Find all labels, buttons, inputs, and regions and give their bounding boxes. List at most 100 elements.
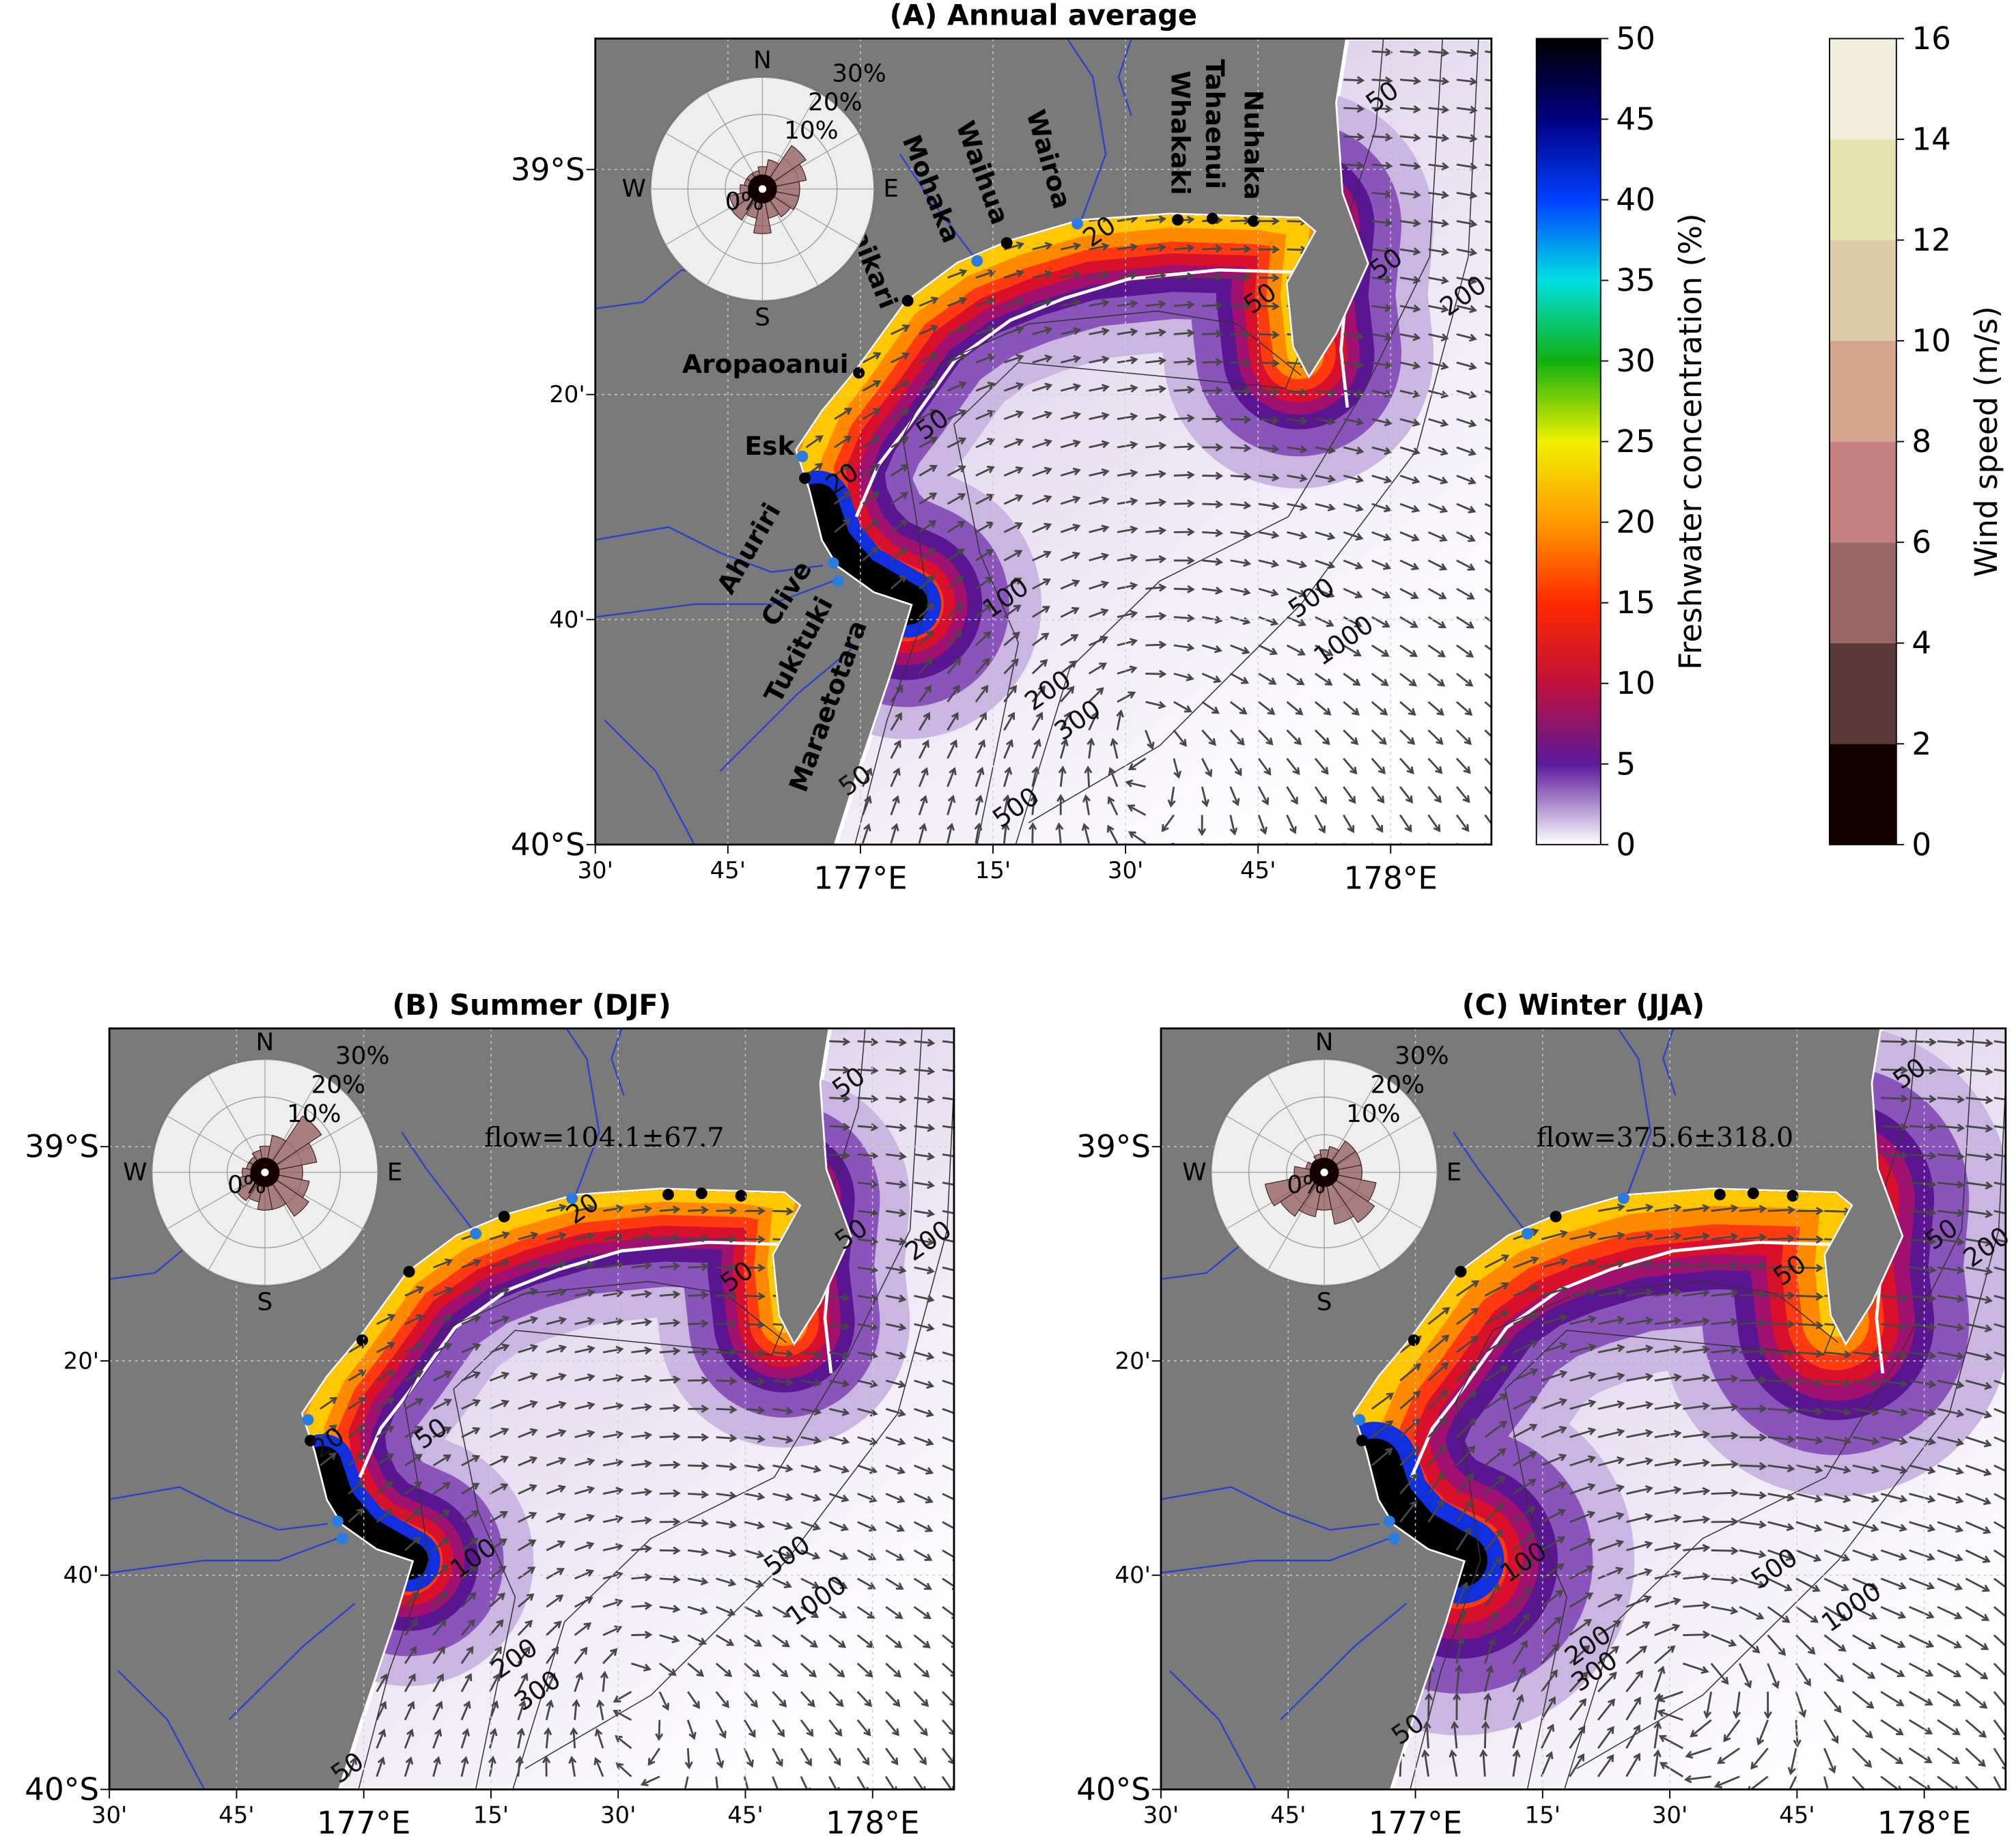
river-mouth xyxy=(1747,1187,1759,1200)
current-arrow xyxy=(914,1237,935,1246)
current-arrow xyxy=(1880,1605,1907,1619)
current-arrow xyxy=(376,1480,394,1495)
current-arrow xyxy=(1202,244,1224,253)
current-arrow xyxy=(1427,757,1443,774)
current-arrow xyxy=(1626,1260,1654,1269)
current-arrow xyxy=(828,1747,841,1767)
current-arrow xyxy=(1259,245,1280,254)
current-arrow xyxy=(1202,329,1224,338)
current-arrow xyxy=(1965,1407,1993,1419)
current-arrow xyxy=(602,1345,624,1354)
current-arrow xyxy=(1003,631,1020,647)
current-arrow xyxy=(1089,524,1110,533)
current-arrow xyxy=(1795,1663,1811,1687)
current-arrow xyxy=(1315,701,1332,716)
current-arrow xyxy=(1654,1289,1682,1297)
current-arrow xyxy=(885,1351,907,1360)
current-arrow xyxy=(1937,1521,1964,1533)
current-arrow xyxy=(942,1266,954,1275)
current-arrow xyxy=(1937,1095,1965,1104)
current-arrow xyxy=(1512,1533,1535,1551)
current-arrow xyxy=(1823,1662,1845,1683)
current-arrow xyxy=(914,1407,934,1418)
current-arrow xyxy=(1456,475,1476,485)
compass-label: W xyxy=(1182,1158,1206,1186)
current-arrow xyxy=(886,1038,908,1047)
current-arrow xyxy=(1654,1597,1681,1608)
current-arrow xyxy=(1001,822,1010,844)
current-arrow xyxy=(1032,466,1052,477)
current-arrow xyxy=(432,1315,453,1325)
current-arrow xyxy=(857,1577,876,1590)
current-arrow xyxy=(688,1519,709,1528)
current-arrow xyxy=(1428,162,1450,171)
current-arrow xyxy=(1427,1306,1451,1325)
current-arrow xyxy=(546,1513,566,1523)
current-arrow xyxy=(1683,1515,1711,1524)
current-arrow xyxy=(1343,503,1364,512)
current-arrow xyxy=(1117,299,1138,308)
current-arrow xyxy=(687,1577,709,1586)
current-arrow xyxy=(1659,1762,1684,1777)
current-arrow xyxy=(1399,814,1412,833)
current-arrow xyxy=(1541,1342,1568,1353)
colorbar-segment xyxy=(1829,441,1896,543)
current-arrow xyxy=(432,1564,449,1579)
current-arrow xyxy=(975,739,986,759)
current-arrow xyxy=(1881,1293,1909,1302)
current-arrow xyxy=(1343,132,1365,141)
current-arrow xyxy=(1569,1399,1597,1410)
current-arrow xyxy=(1597,1344,1625,1353)
current-arrow xyxy=(1399,673,1417,687)
colorbar-segment xyxy=(1829,38,1896,140)
current-arrow xyxy=(1484,644,1492,658)
current-arrow xyxy=(1909,1605,1935,1619)
current-arrow xyxy=(1117,356,1138,365)
current-arrow xyxy=(574,1429,596,1439)
current-arrow xyxy=(631,1459,653,1468)
current-arrow xyxy=(404,1700,415,1721)
current-arrow xyxy=(1145,272,1167,281)
current-arrow xyxy=(1756,1719,1769,1746)
current-arrow xyxy=(1739,1404,1767,1413)
current-arrow xyxy=(1003,766,1013,787)
current-arrow xyxy=(1993,1436,2006,1450)
rose-tick-label: 20% xyxy=(808,88,862,116)
current-arrow xyxy=(1513,1451,1537,1467)
compass-label: N xyxy=(1315,1028,1334,1056)
current-arrow xyxy=(919,324,939,335)
colorbar xyxy=(1536,38,1601,845)
current-arrow xyxy=(489,1371,510,1382)
current-arrow xyxy=(1003,739,1013,759)
lon-tick-label: 178°E xyxy=(1877,1805,1971,1838)
current-arrow xyxy=(1767,1320,1795,1329)
current-arrow xyxy=(1456,134,1478,143)
current-arrow xyxy=(947,268,968,279)
current-arrow xyxy=(1084,765,1093,787)
current-arrow xyxy=(1343,446,1364,455)
current-arrow xyxy=(1993,1407,2006,1420)
current-arrow xyxy=(631,1346,653,1355)
lon-tick-label: 15' xyxy=(975,857,1011,884)
current-arrow xyxy=(631,1375,653,1383)
lon-tick-label: 45' xyxy=(727,1802,763,1829)
current-arrow xyxy=(1767,1406,1795,1415)
current-arrow xyxy=(348,1508,365,1523)
current-arrow xyxy=(659,1319,681,1327)
current-arrow xyxy=(1428,531,1448,542)
current-arrow xyxy=(885,1323,907,1332)
current-arrow xyxy=(1909,1549,1935,1561)
isobath xyxy=(854,310,1302,845)
current-arrow xyxy=(1456,219,1478,228)
current-arrow xyxy=(404,1646,417,1664)
current-arrow xyxy=(1371,729,1387,745)
current-arrow xyxy=(1060,551,1081,562)
current-arrow xyxy=(716,1433,738,1443)
current-arrow xyxy=(716,1235,738,1243)
current-arrow xyxy=(1937,1719,1961,1736)
current-arrow xyxy=(1880,1775,1903,1790)
current-arrow xyxy=(1824,1464,1851,1474)
current-arrow xyxy=(489,1672,501,1693)
current-arrow xyxy=(857,1521,878,1532)
current-arrow xyxy=(744,1577,764,1588)
